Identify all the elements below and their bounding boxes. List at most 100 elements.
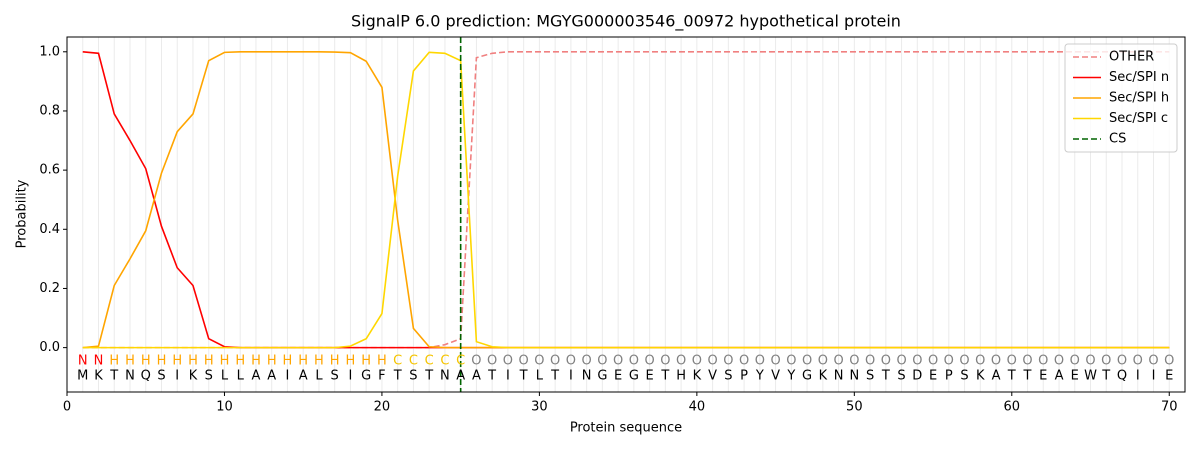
residue-label: H	[109, 354, 119, 369]
y-axis-label: Probability	[15, 179, 30, 248]
residue: N	[834, 369, 844, 384]
residue: I	[286, 369, 290, 384]
legend-label: OTHER	[1109, 50, 1154, 65]
residue-label: O	[1133, 354, 1143, 369]
residue: A	[299, 369, 308, 384]
residue-label: O	[471, 354, 481, 369]
residue-label: O	[849, 354, 859, 369]
residue-label: O	[802, 354, 812, 369]
residue: I	[506, 369, 510, 384]
residue: T	[881, 369, 890, 384]
residue: S	[897, 369, 905, 384]
residue-label: O	[818, 354, 828, 369]
residue-label: O	[1007, 354, 1017, 369]
residue-label: H	[204, 354, 214, 369]
residue-label: O	[755, 354, 765, 369]
residue-label: O	[1038, 354, 1048, 369]
residue-label: O	[582, 354, 592, 369]
residue: Q	[141, 369, 151, 384]
residue: K	[819, 369, 828, 384]
residue: Y	[755, 369, 764, 384]
residue-label: O	[676, 354, 686, 369]
residue-label: O	[991, 354, 1001, 369]
residue: Q	[1117, 369, 1127, 384]
series-line	[82, 51, 1170, 349]
residue-label: H	[125, 354, 135, 369]
residue-label: O	[566, 354, 576, 369]
residue: A	[1055, 369, 1064, 384]
legend-box	[1064, 43, 1178, 153]
residue-label: O	[1148, 354, 1158, 369]
residue-label: H	[251, 354, 261, 369]
residue-label: C	[456, 354, 465, 369]
residue: T	[519, 369, 528, 384]
residue: S	[409, 369, 417, 384]
residue: V	[771, 369, 780, 384]
y-tick-label: 0.8	[39, 103, 60, 118]
residue-label: O	[1101, 354, 1111, 369]
residue: G	[802, 369, 812, 384]
x-tick-label: 30	[531, 400, 548, 415]
residue: K	[976, 369, 985, 384]
residue: T	[1007, 369, 1016, 384]
residue: I	[1136, 369, 1140, 384]
residue: E	[614, 369, 622, 384]
residue-label: O	[723, 354, 733, 369]
legend-label: CS	[1109, 132, 1126, 147]
residue: W	[1084, 369, 1097, 384]
residue: M	[77, 369, 88, 384]
x-tick-label: 40	[689, 400, 706, 415]
residue: L	[315, 369, 323, 384]
residue: E	[646, 369, 654, 384]
residue-label: O	[833, 354, 843, 369]
residue: S	[331, 369, 339, 384]
residue-label: O	[739, 354, 749, 369]
residue: N	[849, 369, 859, 384]
residue: S	[724, 369, 732, 384]
residue-label: O	[629, 354, 639, 369]
residue-label: H	[267, 354, 277, 369]
residue-label: O	[597, 354, 607, 369]
residue-label: O	[487, 354, 497, 369]
residue-label: O	[645, 354, 655, 369]
residue: I	[175, 369, 179, 384]
x-tick-label: 10	[216, 400, 233, 415]
legend-label: Sec/SPI h	[1109, 91, 1169, 106]
residue-label: O	[770, 354, 780, 369]
residue: S	[157, 369, 165, 384]
residue: T	[109, 369, 118, 384]
residue-label: H	[283, 354, 293, 369]
legend-label: Sec/SPI c	[1109, 111, 1168, 126]
residue: L	[536, 369, 544, 384]
residue: T	[550, 369, 559, 384]
residue: I	[349, 369, 353, 384]
residue: T	[1023, 369, 1032, 384]
x-tick-label: 60	[1004, 400, 1021, 415]
residue: Y	[786, 369, 795, 384]
residue: E	[1039, 369, 1047, 384]
residue: S	[866, 369, 874, 384]
x-tick-label: 50	[846, 400, 863, 415]
y-tick-label: 0.2	[39, 281, 60, 296]
residue-label: O	[944, 354, 954, 369]
residue-label: O	[881, 354, 891, 369]
residue: K	[94, 369, 103, 384]
residue: N	[440, 369, 450, 384]
y-tick-label: 1.0	[39, 44, 60, 59]
residue: T	[487, 369, 496, 384]
residue-label: O	[692, 354, 702, 369]
series-line	[82, 50, 1170, 349]
residue-label: H	[220, 354, 230, 369]
residue-label: O	[1022, 354, 1032, 369]
residue-label: H	[346, 354, 356, 369]
residue-label: O	[707, 354, 717, 369]
y-tick-label: 0.6	[39, 163, 60, 178]
residue-label: H	[298, 354, 308, 369]
residue: V	[708, 369, 717, 384]
residue-label: O	[1054, 354, 1064, 369]
plot-frame	[66, 36, 1186, 393]
series-line	[82, 50, 1170, 349]
x-axis-label: Protein sequence	[570, 421, 682, 436]
residue-label: H	[361, 354, 371, 369]
